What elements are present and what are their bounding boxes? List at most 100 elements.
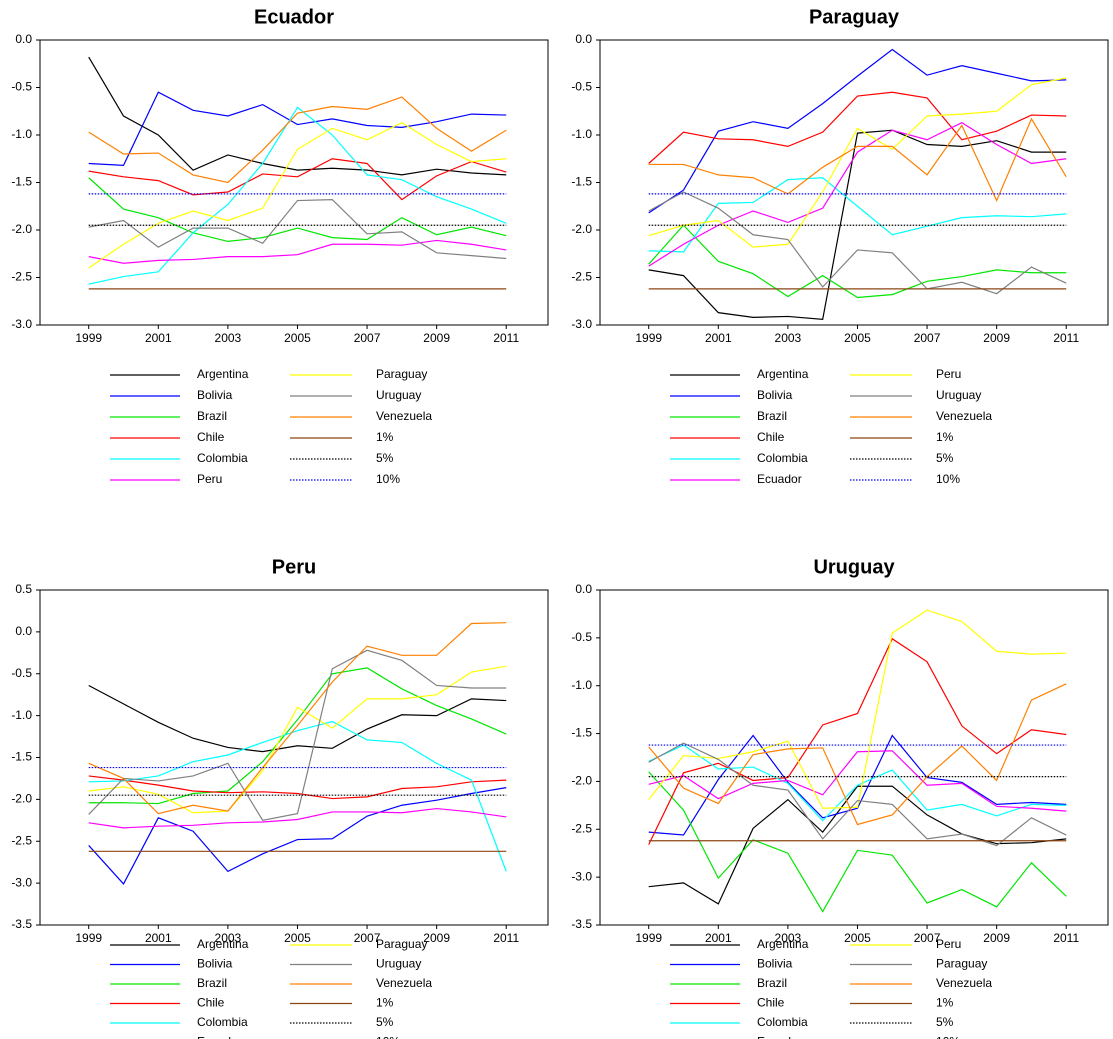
legend-label: Ecuador bbox=[197, 1035, 242, 1039]
legend-label: Argentina bbox=[757, 367, 809, 381]
series-line bbox=[88, 720, 507, 872]
plot-frame bbox=[599, 589, 1109, 926]
legend-label: 1% bbox=[936, 996, 954, 1010]
x-tick-label: 2009 bbox=[423, 331, 450, 345]
chart-title: Peru bbox=[272, 556, 316, 578]
series-line bbox=[88, 177, 507, 243]
series-line bbox=[88, 91, 507, 167]
series-line bbox=[88, 684, 507, 753]
legend-label: Venezuela bbox=[376, 409, 432, 423]
y-tick-label: 0.5 bbox=[15, 582, 32, 596]
x-tick-label: 1999 bbox=[75, 331, 102, 345]
series-line bbox=[88, 667, 507, 805]
legend-label: Chile bbox=[757, 430, 785, 444]
legend-label: Bolivia bbox=[197, 957, 233, 971]
x-tick-label: 2009 bbox=[983, 931, 1010, 945]
series-line bbox=[88, 649, 507, 821]
x-tick-label: 2003 bbox=[775, 331, 802, 345]
legend-label: 10% bbox=[376, 472, 400, 486]
x-tick-label: 2011 bbox=[1053, 331, 1079, 345]
x-tick-label: 2009 bbox=[423, 931, 450, 945]
legend-label: 5% bbox=[376, 451, 394, 465]
y-tick-label: -0.5 bbox=[11, 666, 32, 680]
y-tick-label: -2.5 bbox=[11, 270, 32, 284]
y-tick-label: -2.0 bbox=[571, 774, 592, 788]
y-tick-label: -2.0 bbox=[571, 222, 592, 236]
y-tick-label: -3.5 bbox=[571, 917, 592, 931]
series-line bbox=[88, 158, 507, 201]
series-line bbox=[648, 91, 1067, 164]
legend-label: Colombia bbox=[757, 451, 808, 465]
y-tick-label: -1.5 bbox=[571, 726, 592, 740]
y-tick-label: -0.5 bbox=[571, 80, 592, 94]
legend-label: Argentina bbox=[757, 937, 809, 951]
legend-label: 5% bbox=[936, 1015, 954, 1029]
legend-label: 5% bbox=[936, 451, 954, 465]
x-tick-label: 1999 bbox=[75, 931, 102, 945]
x-tick-label: 2007 bbox=[354, 331, 381, 345]
x-tick-label: 2005 bbox=[284, 331, 311, 345]
series-line bbox=[648, 742, 1067, 847]
legend-label: Brazil bbox=[757, 976, 787, 990]
plot-frame bbox=[39, 589, 549, 926]
x-tick-label: 2001 bbox=[145, 931, 172, 945]
legend-label: Uruguay bbox=[376, 957, 421, 971]
series-line bbox=[648, 734, 1067, 836]
x-tick-label: 2001 bbox=[705, 931, 732, 945]
legend-label: Ecuador bbox=[757, 1035, 802, 1039]
legend-label: 10% bbox=[936, 472, 960, 486]
series-line bbox=[648, 48, 1067, 214]
y-tick-label: 0.0 bbox=[15, 624, 32, 638]
legend-label: Ecuador bbox=[757, 472, 802, 486]
y-tick-label: 0.0 bbox=[15, 32, 32, 46]
y-tick-label: -2.5 bbox=[571, 270, 592, 284]
legend-label: 10% bbox=[376, 1035, 400, 1039]
y-tick-label: -1.0 bbox=[11, 708, 32, 722]
x-tick-label: 2001 bbox=[145, 331, 172, 345]
legend-label: Colombia bbox=[197, 451, 248, 465]
series-line bbox=[648, 637, 1067, 845]
legend-label: Uruguay bbox=[376, 388, 421, 402]
x-tick-label: 2007 bbox=[914, 331, 941, 345]
series-line bbox=[648, 771, 1067, 913]
series-line bbox=[648, 785, 1067, 905]
legend-label: Venezuela bbox=[376, 976, 432, 990]
y-tick-label: -3.5 bbox=[11, 917, 32, 931]
y-tick-label: -3.0 bbox=[11, 875, 32, 889]
y-tick-label: -1.0 bbox=[571, 127, 592, 141]
chart-title: Ecuador bbox=[254, 6, 334, 28]
x-tick-label: 2003 bbox=[215, 931, 242, 945]
y-tick-label: -2.0 bbox=[11, 792, 32, 806]
x-tick-label: 2005 bbox=[844, 331, 871, 345]
legend-label: 1% bbox=[376, 996, 394, 1010]
legend-label: Paraguay bbox=[936, 957, 987, 971]
legend-label: 1% bbox=[376, 430, 394, 444]
legend-label: Brazil bbox=[197, 976, 227, 990]
legend-label: Argentina bbox=[197, 937, 249, 951]
legend-label: Chile bbox=[757, 996, 785, 1010]
legend-label: Chile bbox=[197, 996, 225, 1010]
y-tick-label: 0.0 bbox=[575, 32, 592, 46]
plot-frame bbox=[599, 39, 1109, 326]
series-line bbox=[88, 775, 507, 800]
legend-label: Argentina bbox=[197, 367, 249, 381]
y-tick-label: -0.5 bbox=[571, 630, 592, 644]
series-line bbox=[648, 683, 1067, 826]
y-tick-label: -3.0 bbox=[11, 317, 32, 331]
series-line bbox=[648, 117, 1067, 203]
chart-title: Uruguay bbox=[813, 556, 895, 578]
series-line bbox=[88, 807, 507, 829]
series-line bbox=[648, 177, 1067, 253]
x-tick-label: 2011 bbox=[1053, 931, 1079, 945]
series-line bbox=[88, 96, 507, 184]
legend-label: Venezuela bbox=[936, 976, 992, 990]
legend-label: Chile bbox=[197, 430, 225, 444]
y-tick-label: -1.5 bbox=[571, 175, 592, 189]
legend-label: Colombia bbox=[757, 1015, 808, 1029]
legend-label: 10% bbox=[936, 1035, 960, 1039]
x-tick-label: 2005 bbox=[284, 931, 311, 945]
x-tick-label: 2009 bbox=[983, 331, 1010, 345]
y-tick-label: 0.0 bbox=[575, 582, 592, 596]
legend-label: 1% bbox=[936, 430, 954, 444]
y-tick-label: -2.0 bbox=[11, 222, 32, 236]
